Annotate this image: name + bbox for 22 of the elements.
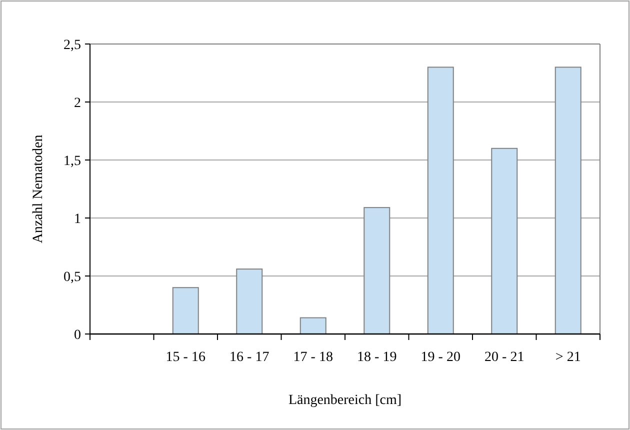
bar [300,317,326,334]
y-axis-title: Anzahl Nematoden [31,134,46,244]
x-tick-label: 19 - 20 [420,350,460,365]
y-tick-label: 1,5 [64,154,81,169]
x-tick-label: 16 - 17 [230,350,270,365]
bar [491,148,518,334]
x-axis-title: Längenbereich [cm] [288,393,402,408]
x-tick-label: > 21 [555,350,581,365]
y-tick-label: 0 [74,328,81,343]
x-tick-label: 15 - 16 [166,350,206,365]
bar [364,207,390,334]
y-tick-label: 2 [74,96,81,111]
x-tick-label: 18 - 19 [357,350,397,365]
x-tick-label: 20 - 21 [484,350,524,365]
bar [554,66,582,334]
y-tick-label: 1 [74,212,81,227]
x-tick-label: 17 - 18 [293,350,333,365]
bar [427,66,454,334]
y-tick-label: 0,5 [64,270,81,285]
bar [172,287,199,334]
bar [236,268,263,334]
y-tick-label: 2,5 [64,38,81,53]
